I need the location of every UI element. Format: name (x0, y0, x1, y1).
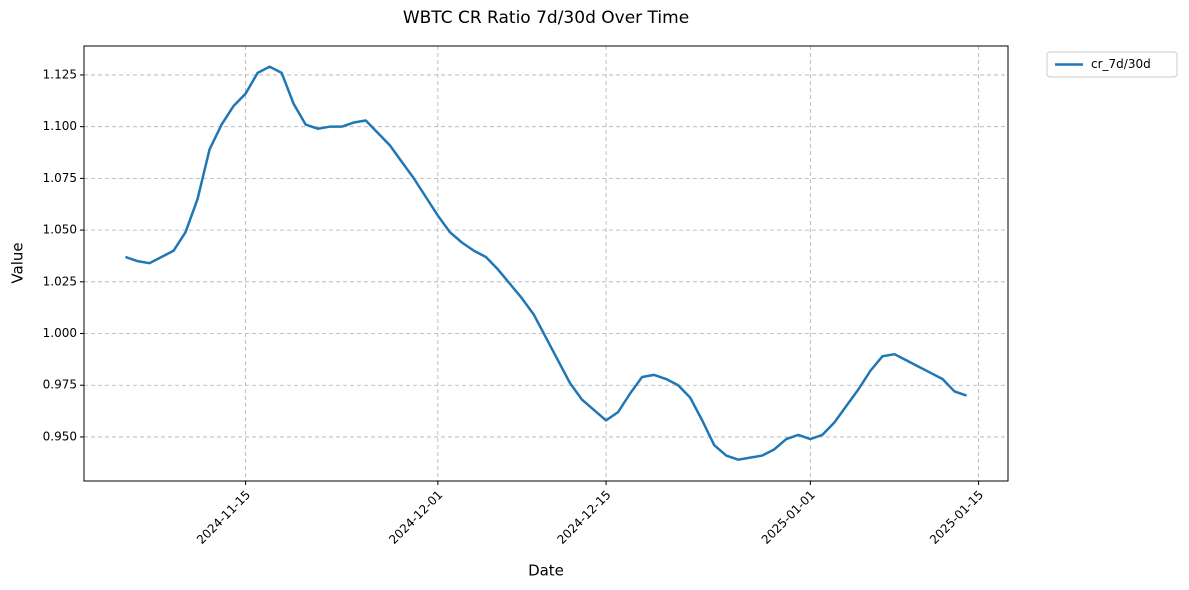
x-tick-label: 2025-01-15 (927, 488, 986, 547)
x-tick-label: 2025-01-01 (759, 488, 818, 547)
y-tick-label: 0.975 (43, 378, 77, 392)
y-tick-label: 1.050 (43, 223, 77, 237)
y-axis-label: Value (9, 242, 27, 283)
x-tick-label: 2024-11-15 (194, 488, 253, 547)
legend-label: cr_7d/30d (1091, 57, 1151, 71)
y-tick-label: 1.075 (43, 171, 77, 185)
y-tick-label: 1.025 (43, 274, 77, 288)
y-tick-label: 1.100 (43, 119, 77, 133)
y-tick-label: 0.950 (43, 429, 77, 443)
data-line (125, 65, 967, 461)
x-tick-label: 2024-12-01 (386, 488, 445, 547)
chart-title: WBTC CR Ratio 7d/30d Over Time (403, 8, 689, 28)
y-tick-label: 1.125 (43, 67, 77, 81)
x-axis-label: Date (528, 562, 564, 580)
y-tick-label: 1.000 (43, 326, 77, 340)
legend-box (1046, 51, 1178, 78)
plot-frame (83, 45, 1009, 482)
x-tick-label: 2024-12-15 (554, 488, 613, 547)
